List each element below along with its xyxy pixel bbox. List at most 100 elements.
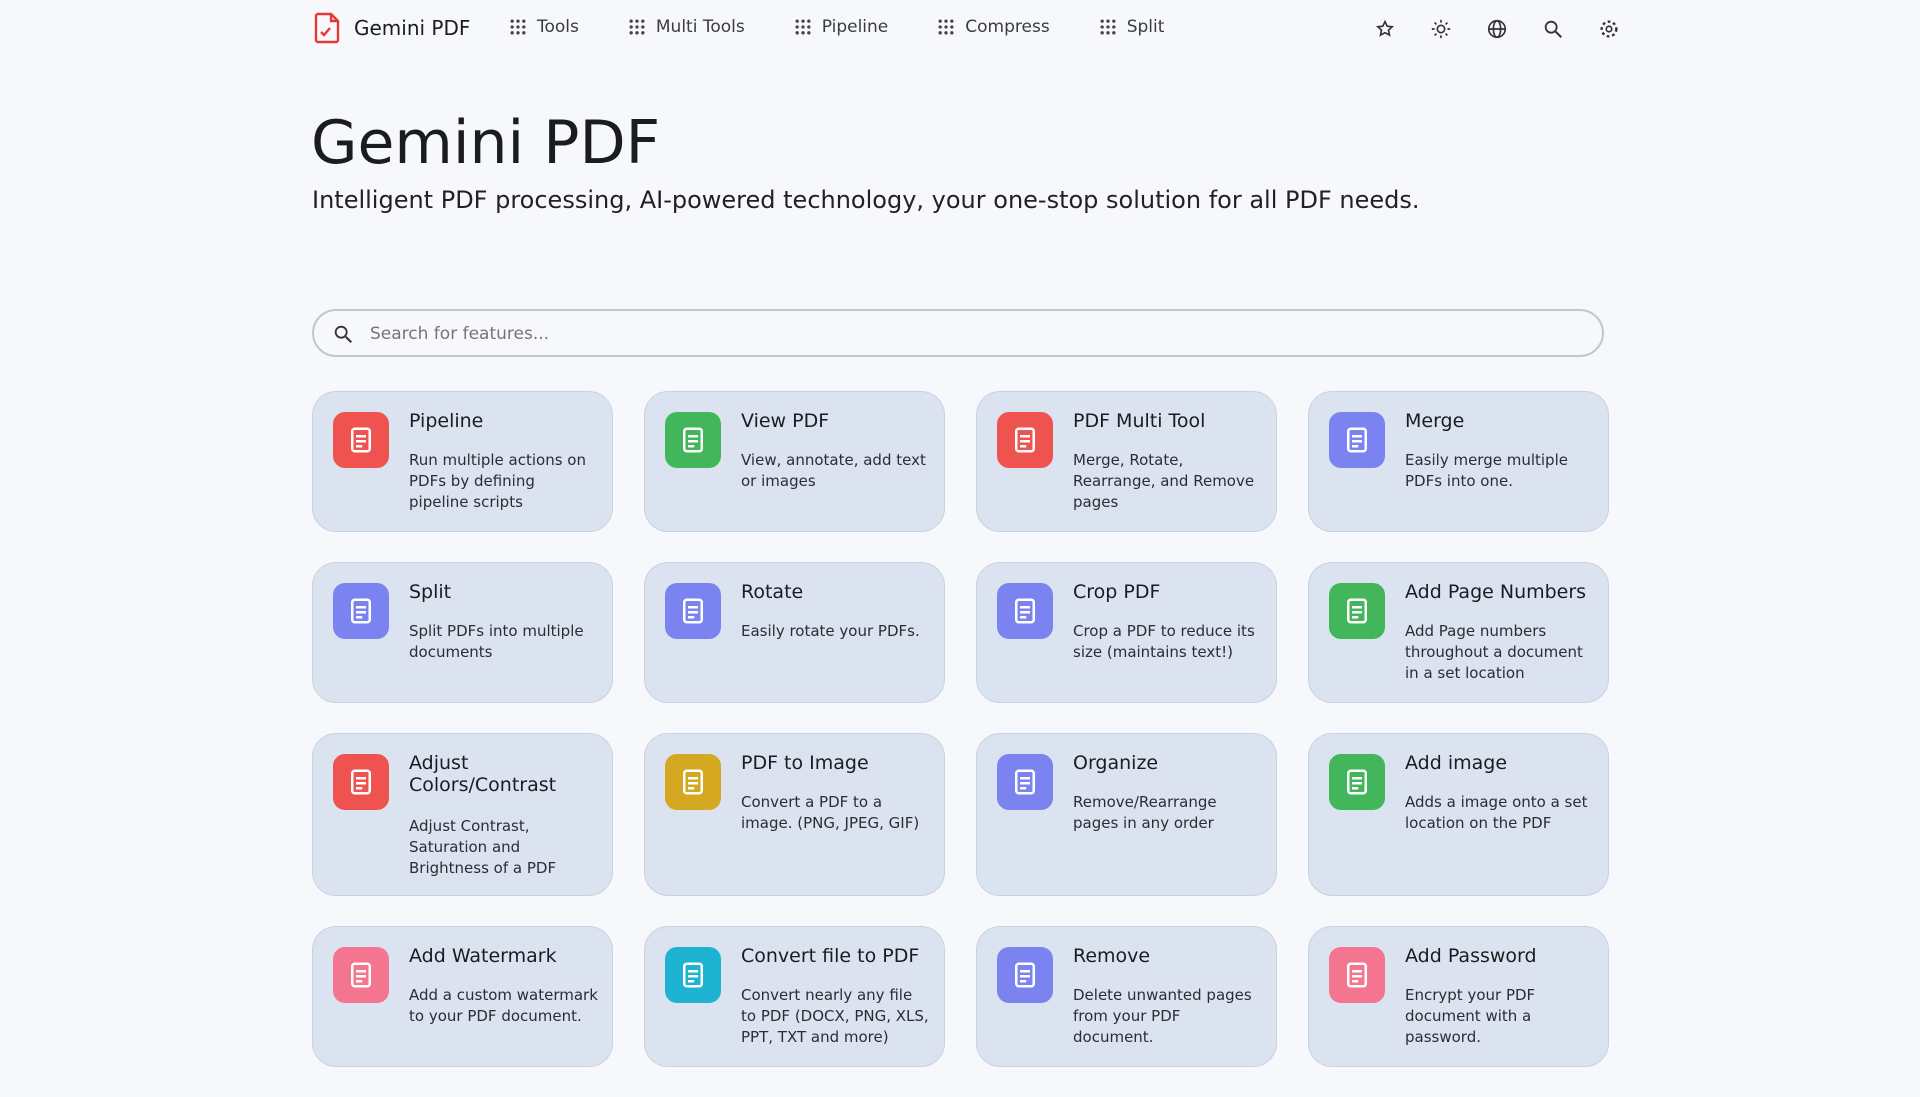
card-glyph <box>351 962 371 988</box>
feature-grid: Pipeline Run multiple actions on PDFs by … <box>312 391 1609 1097</box>
feature-card[interactable]: Split Split PDFs into multiple documents <box>312 562 613 703</box>
card-icon <box>997 583 1053 639</box>
feature-card[interactable]: Add Watermark Add a custom watermark to y… <box>312 926 613 1067</box>
nav-label: Compress <box>965 17 1050 37</box>
nav-item[interactable]: Split <box>1098 17 1165 37</box>
card-glyph <box>351 427 371 453</box>
card-glyph <box>1015 962 1035 988</box>
nav-label: Pipeline <box>821 17 889 37</box>
card-glyph <box>683 962 703 988</box>
feature-card[interactable]: PDF Multi Tool Merge, Rotate, Rearrange, … <box>976 391 1277 532</box>
search-button[interactable] <box>1542 18 1564 40</box>
card-glyph <box>683 769 703 795</box>
feature-card[interactable]: Organize Remove/Rearrange pages in any or… <box>976 733 1277 896</box>
card-title: Organize <box>1073 752 1159 774</box>
card-glyph <box>1015 427 1035 453</box>
nav-item[interactable]: Tools <box>508 17 579 37</box>
card-description: Split PDFs into multiple documents <box>409 622 584 661</box>
feature-card[interactable]: Pipeline Run multiple actions on PDFs by … <box>312 391 613 532</box>
feature-card[interactable]: Add image Adds a image onto a set locatio… <box>1308 733 1609 896</box>
card-glyph <box>1015 598 1035 624</box>
feature-card[interactable]: Add Page Numbers Add Page numbers through… <box>1308 562 1609 703</box>
favorites-button[interactable] <box>1374 18 1396 40</box>
language-button[interactable] <box>1486 18 1508 40</box>
feature-card[interactable]: Crop PDF Crop a PDF to reduce its size (m… <box>976 562 1277 703</box>
settings-button[interactable] <box>1598 18 1620 40</box>
card-glyph <box>1347 769 1367 795</box>
nav-icon <box>510 19 526 35</box>
card-icon <box>997 947 1053 1003</box>
card-glyph <box>1015 769 1035 795</box>
navbar: Gemini PDF Tools Multi Tools Pipeline Compr… <box>0 0 1920 60</box>
card-description: Remove/Rearrange pages in any order <box>1073 793 1217 832</box>
search-bar <box>312 309 1604 357</box>
card-title: Remove <box>1073 945 1151 967</box>
card-title: Add Watermark <box>409 945 557 967</box>
card-glyph <box>683 598 703 624</box>
card-icon <box>665 947 721 1003</box>
nav-icon <box>938 19 954 35</box>
feature-card[interactable]: Convert file to PDF Convert nearly any fi… <box>644 926 945 1067</box>
nav-label: Tools <box>537 17 579 37</box>
card-description: Convert a PDF to a image. (PNG, JPEG, GI… <box>741 793 920 832</box>
card-description: Add a custom watermark to your PDF docum… <box>409 986 598 1025</box>
card-icon <box>665 583 721 639</box>
card-glyph <box>1347 962 1367 988</box>
card-icon <box>997 412 1053 468</box>
card-icon <box>1329 947 1385 1003</box>
card-description: Easily merge multiple PDFs into one. <box>1405 451 1568 490</box>
card-title: Adjust Colors/Contrast <box>409 752 557 796</box>
card-icon <box>333 583 389 639</box>
nav-item[interactable]: Compress <box>936 17 1050 37</box>
search-input[interactable] <box>368 321 1572 347</box>
card-description: Run multiple actions on PDFs by defining… <box>409 451 586 511</box>
feature-card[interactable]: Remove Delete unwanted pages from your PD… <box>976 926 1277 1067</box>
card-glyph <box>1347 427 1367 453</box>
feature-card[interactable]: PDF to Image Convert a PDF to a image. (P… <box>644 733 945 896</box>
card-title: Split <box>409 581 452 603</box>
card-description: Convert nearly any file to PDF (DOCX, PN… <box>741 986 929 1046</box>
card-description: Encrypt your PDF document with a passwor… <box>1405 986 1536 1046</box>
card-description: Adds a image onto a set location on the … <box>1405 793 1588 832</box>
theme-button[interactable] <box>1430 18 1452 40</box>
nav-label: Split <box>1126 17 1165 37</box>
card-glyph <box>351 598 371 624</box>
card-glyph <box>1347 598 1367 624</box>
card-title: Add Password <box>1405 945 1537 967</box>
nav-item[interactable]: Pipeline <box>793 17 889 37</box>
card-icon <box>1329 412 1385 468</box>
nav-icon <box>1100 19 1116 35</box>
card-icon <box>665 754 721 810</box>
feature-card[interactable]: Rotate Easily rotate your PDFs. <box>644 562 945 703</box>
nav-item[interactable]: Multi Tools <box>627 17 745 37</box>
card-title: Crop PDF <box>1073 581 1161 603</box>
feature-card[interactable]: Add Password Encrypt your PDF document wi… <box>1308 926 1609 1067</box>
card-icon <box>665 412 721 468</box>
card-title: Pipeline <box>409 410 484 432</box>
card-title: Add Page Numbers <box>1405 581 1587 603</box>
card-title: PDF Multi Tool <box>1073 410 1206 432</box>
brand[interactable]: Gemini PDF <box>312 12 470 44</box>
card-description: Adjust Contrast, Saturation and Brightne… <box>409 817 557 877</box>
toolbar <box>1374 18 1620 40</box>
card-glyph <box>351 769 371 795</box>
card-icon <box>333 412 389 468</box>
logo <box>314 12 340 44</box>
card-description: Crop a PDF to reduce its size (maintains… <box>1073 622 1255 661</box>
search-icon <box>334 325 352 343</box>
card-description: Delete unwanted pages from your PDF docu… <box>1073 986 1252 1046</box>
card-title: Add image <box>1405 752 1508 774</box>
feature-card[interactable]: Adjust Colors/Contrast Adjust Contrast, S… <box>312 733 613 896</box>
card-glyph <box>683 427 703 453</box>
card-description: View, annotate, add text or images <box>741 451 926 490</box>
hero-subtitle: Intelligent PDF processing, AI-powered t… <box>312 186 1420 214</box>
card-icon <box>333 947 389 1003</box>
nav-menu: Tools Multi Tools Pipeline Compress Split <box>508 17 1212 37</box>
feature-card[interactable]: View PDF View, annotate, add text or imag… <box>644 391 945 532</box>
card-title: Convert file to PDF <box>741 945 920 967</box>
feature-card[interactable]: Merge Easily merge multiple PDFs into one… <box>1308 391 1609 532</box>
card-title: View PDF <box>741 410 830 432</box>
hero-title: Gemini PDF <box>311 108 661 178</box>
card-description: Easily rotate your PDFs. <box>741 622 920 640</box>
